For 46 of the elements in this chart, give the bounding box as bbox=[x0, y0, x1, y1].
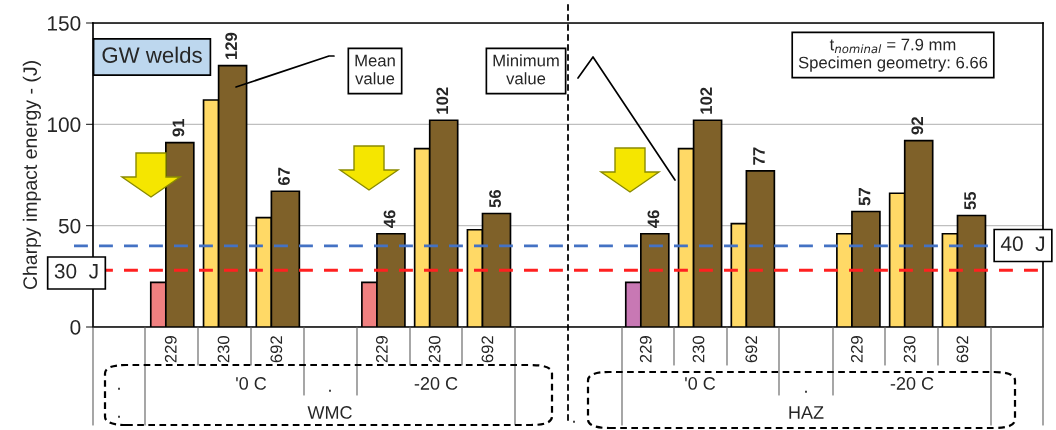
y-tick-label: 0 bbox=[70, 320, 81, 335]
data-label: 77 bbox=[753, 147, 765, 165]
data-label: 91 bbox=[172, 118, 185, 137]
annotation: t$_{nominal}$ = 7.9 mm Specimen geometry: 6.66 bbox=[798, 38, 988, 72]
legend-label: Minimum value bbox=[493, 54, 559, 85]
text: WMC bbox=[307, 406, 352, 419]
text: . bbox=[573, 420, 575, 423]
x-tick-label: 229 bbox=[164, 336, 177, 363]
annotation: GW welds bbox=[102, 46, 202, 63]
text: . bbox=[118, 387, 120, 390]
ref-line-label: 30 J bbox=[54, 263, 98, 279]
text: '0 C bbox=[236, 377, 267, 390]
data-label: 57 bbox=[858, 188, 871, 206]
x-tick-label: 230 bbox=[217, 335, 230, 363]
data-label: 55 bbox=[964, 191, 976, 210]
x-tick-label: 230 bbox=[428, 335, 441, 363]
data-label: 46 bbox=[383, 210, 396, 228]
text: -20 C bbox=[414, 377, 458, 390]
x-tick-label: 229 bbox=[850, 336, 863, 363]
data-label: 67 bbox=[278, 167, 290, 186]
data-label: 129 bbox=[225, 32, 238, 59]
data-label: 102 bbox=[436, 87, 449, 114]
x-tick-label: 692 bbox=[481, 336, 494, 363]
y-tick-label: 100 bbox=[48, 117, 81, 133]
x-tick-label: 230 bbox=[692, 335, 705, 363]
data-label: 102 bbox=[700, 87, 713, 114]
text: '0 C bbox=[685, 377, 716, 390]
text: . bbox=[805, 390, 807, 393]
x-tick-label: 229 bbox=[639, 336, 652, 363]
x-tick-label: 692 bbox=[270, 336, 283, 363]
y-tick-label: 50 bbox=[58, 218, 81, 234]
data-label: 46 bbox=[647, 210, 660, 228]
text: HAZ bbox=[789, 406, 824, 419]
x-tick-label: 692 bbox=[956, 336, 969, 363]
x-tick-label: 229 bbox=[375, 336, 388, 363]
data-label: 92 bbox=[911, 117, 924, 135]
y-axis-title: Charpy impact energy - (J) bbox=[22, 61, 41, 290]
x-tick-label: 230 bbox=[903, 335, 916, 363]
x-tick-label: 692 bbox=[745, 336, 758, 363]
ref-line-label: 40 J bbox=[1000, 236, 1045, 252]
data-label: 56 bbox=[489, 190, 501, 208]
text: . bbox=[118, 415, 120, 418]
y-tick-label: 150 bbox=[48, 16, 81, 31]
text: . bbox=[329, 389, 331, 392]
text: -20 C bbox=[890, 377, 934, 390]
text: Mean value bbox=[355, 54, 395, 85]
